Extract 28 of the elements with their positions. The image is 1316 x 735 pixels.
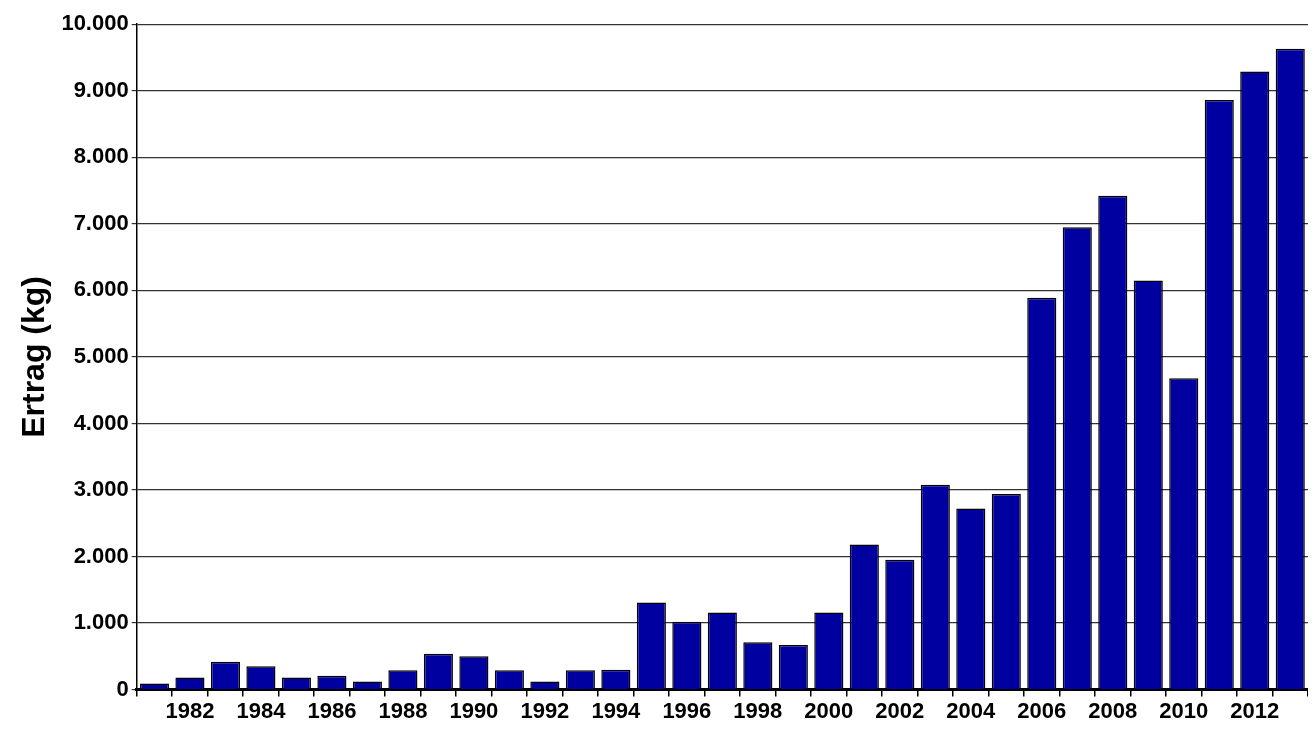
y-tick-label: 0 [116, 675, 129, 701]
x-tick-label: 2010 [1159, 697, 1209, 723]
y-tick-label: 4.000 [73, 409, 129, 435]
y-tick-label: 7.000 [73, 209, 129, 235]
y-tick-label: 6.000 [73, 276, 129, 302]
y-tick-label: 5.000 [73, 342, 129, 368]
x-tick-label: 2002 [875, 697, 925, 723]
y-tick-label: 1.000 [73, 609, 129, 635]
x-tick-label: 2008 [1088, 697, 1138, 723]
x-tick-label: 2012 [1230, 697, 1280, 723]
x-tick-label: 1990 [449, 697, 499, 723]
x-tick-label: 1992 [520, 697, 570, 723]
x-tick-label: 1982 [165, 697, 215, 723]
y-tick-label: 2.000 [73, 542, 129, 568]
y-tick-label: 8.000 [73, 143, 129, 169]
x-tick-label: 1988 [378, 697, 428, 723]
x-tick-label: 2000 [804, 697, 854, 723]
x-tick-label: 1996 [662, 697, 712, 723]
y-tick-label: 9.000 [73, 76, 129, 102]
y-tick-label: 10.000 [61, 10, 129, 36]
x-tick-label: 2006 [1017, 697, 1067, 723]
x-tick-label: 1994 [591, 697, 642, 723]
y-tick-label: 3.000 [73, 476, 129, 502]
x-tick-label: 1986 [307, 697, 357, 723]
x-tick-label: 2004 [946, 697, 997, 723]
x-tick-label: 1998 [733, 697, 783, 723]
y-axis-title: Ertrag (kg) [15, 276, 52, 438]
x-tick-label: 1984 [236, 697, 287, 723]
